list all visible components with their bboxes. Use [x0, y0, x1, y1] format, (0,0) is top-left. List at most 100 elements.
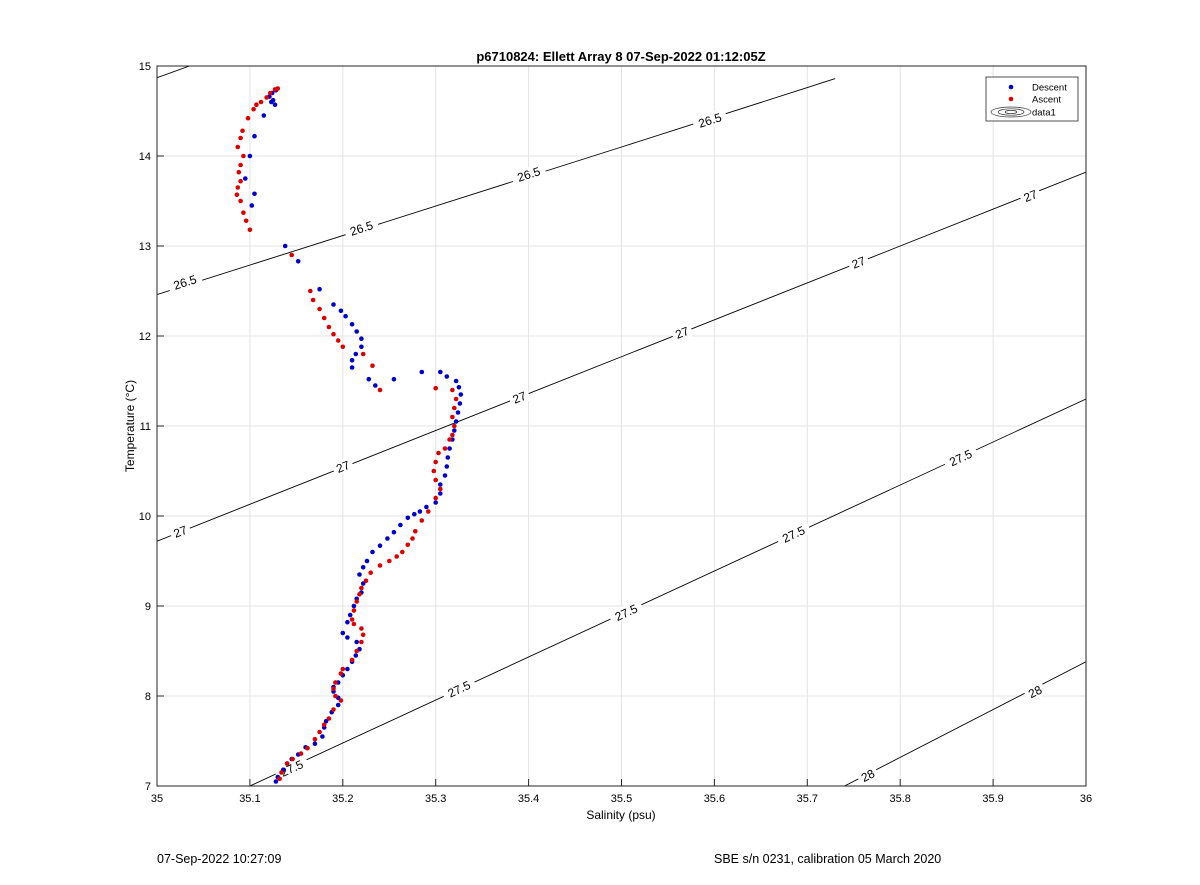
descent-point — [354, 329, 360, 334]
ascent-point — [340, 666, 346, 672]
ascent-point — [410, 536, 415, 541]
ascent-point — [235, 185, 241, 190]
ascent-point — [241, 153, 246, 159]
legend-label: Ascent — [1032, 95, 1061, 106]
x-tick-label: 35.9 — [982, 793, 1003, 805]
ascent-point — [351, 608, 357, 613]
y-tick-label: 13 — [139, 241, 151, 253]
ascent-point — [245, 115, 251, 121]
contour-label-text: 26.5 — [172, 272, 199, 293]
descent-point — [456, 385, 462, 390]
contour-line-27 — [157, 171, 1086, 542]
ascent-point — [247, 227, 253, 233]
ascent-point — [333, 680, 338, 685]
ascent-point — [370, 363, 375, 369]
density-contours: 26.5 26.5 26.5 26.5 27 27 27 27 27 27 27.5 27.5 27.5… — [157, 66, 1086, 786]
ascent-point — [442, 446, 448, 451]
contour-label-text: 26.5 — [348, 218, 375, 239]
ascent-point — [279, 770, 284, 775]
x-tick-label: 35.4 — [518, 793, 539, 805]
legend-marker-ascent — [1008, 96, 1014, 102]
descent-point — [391, 376, 397, 382]
y-tick-label: 8 — [145, 691, 151, 703]
descent-point — [417, 509, 423, 514]
ascent-point — [289, 252, 295, 258]
descent-point — [247, 153, 253, 159]
descent-point — [391, 529, 397, 535]
ascent-point — [238, 178, 243, 184]
ascent-point — [335, 338, 341, 343]
ascent-point — [290, 756, 295, 762]
contour-label-text: 28 — [1026, 683, 1045, 702]
descent-point — [458, 392, 464, 397]
series-ascent — [234, 86, 459, 782]
contour-line-28 — [844, 661, 1086, 786]
ascent-point — [317, 306, 322, 312]
x-tick-label: 35.5 — [611, 793, 632, 805]
descent-point — [438, 491, 443, 496]
contour-label: 26.5 — [166, 270, 204, 294]
ascent-point — [308, 288, 313, 294]
y-tick-label: 15 — [139, 61, 151, 73]
ascent-point — [331, 686, 336, 692]
contour-label-text: 27 — [334, 458, 352, 476]
x-tick-label: 35.7 — [797, 793, 818, 805]
axis-ticks: 35 35.1 35.2 35.3 35.4 35.5 35.6 35.7 35.8 35.9 36… — [139, 61, 1092, 805]
ascent-point — [251, 106, 256, 112]
descent-point — [331, 302, 336, 307]
contour-label-text: 27 — [172, 523, 190, 541]
ascent-point — [326, 716, 332, 721]
descent-point — [338, 308, 344, 314]
descent-point — [343, 313, 348, 319]
ascent-point — [254, 102, 259, 107]
descent-point — [345, 666, 350, 672]
ascent-point — [368, 570, 374, 575]
ascent-point — [238, 135, 243, 141]
ascent-point — [363, 578, 369, 584]
ascent-point — [333, 693, 338, 699]
ascent-point — [331, 331, 336, 337]
descent-point — [457, 401, 463, 406]
descent-point — [347, 612, 353, 618]
descent-point — [249, 203, 255, 208]
descent-point — [353, 653, 359, 658]
x-tick-label: 35.6 — [704, 793, 725, 805]
ascent-point — [433, 477, 439, 483]
descent-point — [405, 515, 411, 521]
contour-label: 27.5 — [775, 520, 812, 548]
ascent-point — [452, 423, 457, 429]
contour-line-26-5 — [157, 78, 836, 296]
descent-point — [373, 383, 378, 388]
descent-point — [320, 734, 325, 739]
ascent-point — [243, 218, 249, 224]
descent-point — [261, 113, 267, 118]
ascent-point — [433, 385, 439, 391]
ascent-point — [400, 549, 405, 555]
ascent-point — [284, 761, 290, 766]
ascent-point — [235, 144, 241, 150]
ascent-point — [431, 468, 437, 474]
ascent-point — [338, 671, 344, 676]
ascent-point — [405, 542, 411, 548]
y-axis-label: Temperature (°C) — [123, 380, 137, 472]
descent-point — [424, 504, 429, 510]
y-tick-label: 12 — [139, 331, 151, 343]
descent-point — [453, 419, 459, 424]
contour-label: 27.5 — [607, 598, 645, 626]
descent-point — [351, 603, 357, 609]
contour-label: 27 — [330, 456, 355, 477]
descent-point — [359, 344, 364, 350]
x-tick-label: 35 — [151, 793, 163, 805]
descent-point — [452, 428, 457, 433]
ascent-point — [377, 563, 383, 568]
contour-label: 27 — [1018, 185, 1043, 206]
ascent-point — [340, 344, 346, 350]
descent-point — [335, 702, 341, 708]
descent-point — [433, 500, 439, 505]
contour-label: 27 — [846, 251, 871, 273]
descent-point — [377, 543, 383, 548]
ascent-point — [241, 210, 246, 215]
ascent-point — [359, 626, 364, 631]
legend-marker-descent — [1008, 84, 1014, 90]
contour-label-text: 26.5 — [515, 164, 542, 185]
